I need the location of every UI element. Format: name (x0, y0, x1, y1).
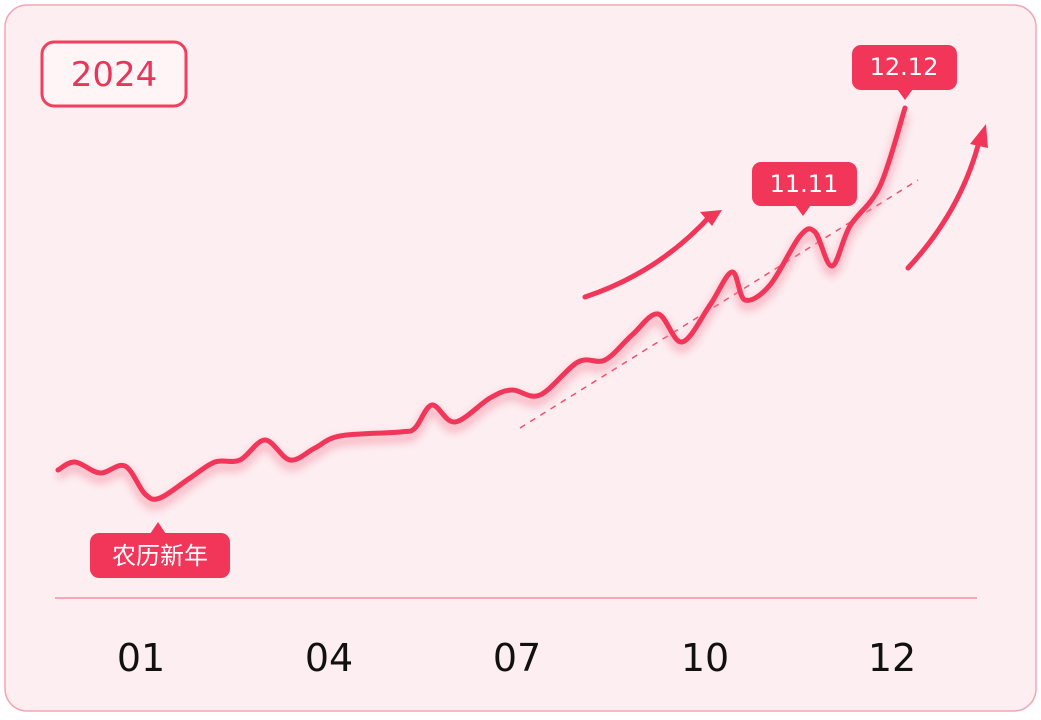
x-label: 01 (117, 636, 165, 680)
x-label: 12 (868, 636, 916, 680)
x-label: 04 (305, 636, 353, 680)
callout-text: 农历新年 (112, 542, 208, 570)
callout: 12.12 (852, 45, 957, 100)
callout-pointer (897, 89, 913, 100)
x-label: 07 (493, 636, 541, 680)
growth-arrow (905, 135, 983, 271)
curve-glow (55, 112, 910, 511)
growth-arrow (582, 211, 715, 300)
x-label: 10 (681, 636, 729, 680)
year-text: 2024 (71, 55, 158, 95)
callout-pointer (150, 522, 166, 534)
callout: 11.11 (752, 162, 857, 216)
callout-box (90, 533, 230, 578)
callout-text: 12.12 (870, 53, 939, 81)
card (4, 4, 1037, 712)
year-badge (40, 40, 188, 108)
callout: 农历新年 (90, 522, 230, 578)
growth-arrow-head (970, 124, 988, 148)
trend-curve (55, 105, 910, 511)
callout-text: 11.11 (770, 170, 839, 198)
callout-pointer (795, 205, 811, 216)
x-axis-labels: 01 04 07 10 12 (117, 636, 916, 680)
growth-arrow-head (700, 210, 722, 226)
callout-box (752, 162, 857, 206)
curve-line (55, 105, 908, 502)
callout-box (852, 45, 957, 90)
